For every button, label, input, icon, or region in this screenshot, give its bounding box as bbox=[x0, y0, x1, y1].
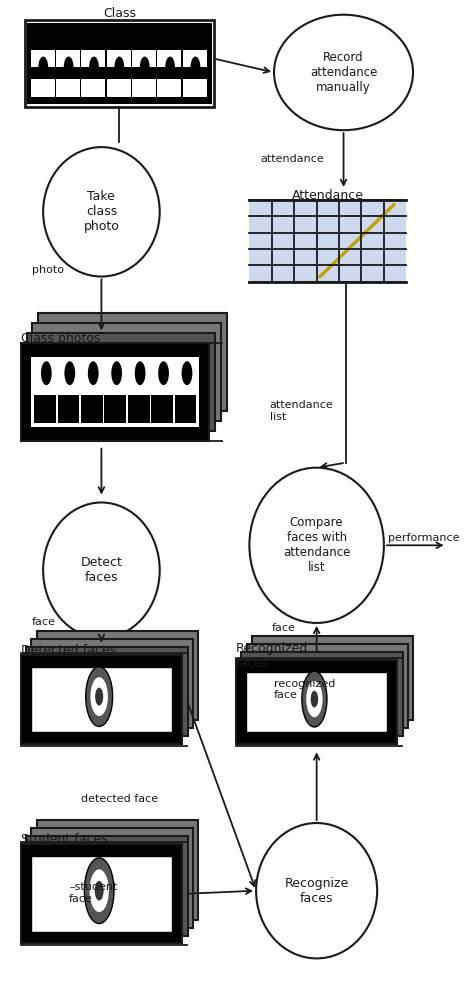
FancyBboxPatch shape bbox=[157, 79, 182, 97]
Circle shape bbox=[191, 27, 201, 49]
Circle shape bbox=[165, 27, 175, 49]
Text: Class photos: Class photos bbox=[21, 331, 100, 344]
Circle shape bbox=[114, 27, 124, 49]
Text: face: face bbox=[32, 617, 56, 627]
FancyBboxPatch shape bbox=[31, 667, 172, 733]
Ellipse shape bbox=[249, 467, 384, 623]
FancyBboxPatch shape bbox=[249, 200, 406, 281]
Circle shape bbox=[182, 361, 192, 385]
Ellipse shape bbox=[256, 823, 377, 958]
FancyBboxPatch shape bbox=[26, 647, 188, 737]
Text: Compare
faces with
attendance
list: Compare faces with attendance list bbox=[283, 517, 350, 575]
FancyBboxPatch shape bbox=[37, 820, 198, 920]
FancyBboxPatch shape bbox=[31, 828, 193, 928]
FancyBboxPatch shape bbox=[252, 636, 413, 721]
Circle shape bbox=[41, 361, 52, 385]
FancyBboxPatch shape bbox=[132, 50, 156, 67]
Circle shape bbox=[88, 361, 99, 385]
Text: Record
attendance
manually: Record attendance manually bbox=[310, 51, 377, 94]
FancyBboxPatch shape bbox=[31, 50, 55, 67]
Circle shape bbox=[158, 361, 169, 385]
Circle shape bbox=[140, 56, 150, 78]
Circle shape bbox=[91, 678, 108, 716]
Text: Take
class
photo: Take class photo bbox=[83, 190, 119, 233]
Circle shape bbox=[90, 869, 109, 912]
FancyBboxPatch shape bbox=[81, 395, 103, 422]
FancyBboxPatch shape bbox=[21, 655, 182, 745]
FancyBboxPatch shape bbox=[246, 672, 387, 733]
Circle shape bbox=[306, 681, 323, 717]
Circle shape bbox=[64, 27, 73, 49]
FancyBboxPatch shape bbox=[107, 79, 131, 97]
FancyBboxPatch shape bbox=[151, 395, 173, 422]
Circle shape bbox=[38, 56, 48, 78]
Text: recognized
face: recognized face bbox=[274, 679, 336, 701]
Text: attendance: attendance bbox=[261, 154, 324, 164]
FancyBboxPatch shape bbox=[175, 395, 197, 422]
FancyBboxPatch shape bbox=[27, 333, 215, 430]
FancyBboxPatch shape bbox=[82, 79, 105, 97]
Circle shape bbox=[89, 27, 99, 49]
Text: performance: performance bbox=[388, 534, 460, 544]
Text: Attendance: Attendance bbox=[292, 189, 364, 202]
Ellipse shape bbox=[274, 15, 413, 130]
Text: face: face bbox=[272, 623, 296, 633]
FancyBboxPatch shape bbox=[132, 79, 156, 97]
Text: detected face: detected face bbox=[81, 794, 158, 804]
FancyBboxPatch shape bbox=[21, 844, 182, 944]
Text: Detected faces: Detected faces bbox=[21, 645, 116, 658]
Circle shape bbox=[302, 672, 327, 727]
FancyBboxPatch shape bbox=[34, 395, 56, 422]
Circle shape bbox=[95, 881, 104, 901]
Text: Recognized
faces: Recognized faces bbox=[236, 642, 308, 670]
Circle shape bbox=[135, 361, 146, 385]
FancyBboxPatch shape bbox=[32, 323, 221, 420]
FancyBboxPatch shape bbox=[183, 50, 207, 67]
FancyBboxPatch shape bbox=[38, 313, 227, 410]
FancyBboxPatch shape bbox=[157, 50, 182, 67]
FancyBboxPatch shape bbox=[31, 357, 199, 426]
Text: attendance
list: attendance list bbox=[270, 400, 333, 421]
Text: Detect
faces: Detect faces bbox=[81, 557, 122, 585]
FancyBboxPatch shape bbox=[241, 652, 403, 737]
FancyBboxPatch shape bbox=[56, 50, 80, 67]
FancyBboxPatch shape bbox=[183, 79, 207, 97]
FancyBboxPatch shape bbox=[236, 660, 397, 745]
Circle shape bbox=[310, 691, 318, 708]
FancyBboxPatch shape bbox=[58, 395, 79, 422]
FancyBboxPatch shape bbox=[82, 50, 105, 67]
FancyBboxPatch shape bbox=[31, 856, 172, 932]
FancyBboxPatch shape bbox=[37, 631, 198, 721]
FancyBboxPatch shape bbox=[27, 23, 212, 104]
Circle shape bbox=[86, 667, 113, 727]
Circle shape bbox=[64, 56, 73, 78]
Text: Recognize
faces: Recognize faces bbox=[284, 877, 349, 905]
Text: –student
face: –student face bbox=[69, 882, 118, 904]
FancyBboxPatch shape bbox=[107, 50, 131, 67]
FancyBboxPatch shape bbox=[25, 20, 213, 107]
Text: Class: Class bbox=[103, 7, 136, 20]
Circle shape bbox=[165, 56, 175, 78]
FancyBboxPatch shape bbox=[31, 79, 55, 97]
Circle shape bbox=[84, 858, 114, 924]
Circle shape bbox=[95, 688, 103, 706]
Ellipse shape bbox=[43, 503, 160, 638]
FancyBboxPatch shape bbox=[26, 836, 188, 936]
Circle shape bbox=[111, 361, 122, 385]
Circle shape bbox=[64, 361, 75, 385]
Ellipse shape bbox=[43, 147, 160, 276]
Circle shape bbox=[114, 56, 124, 78]
FancyBboxPatch shape bbox=[104, 395, 126, 422]
Text: photo: photo bbox=[32, 264, 64, 274]
Text: Student faces: Student faces bbox=[21, 834, 108, 847]
Circle shape bbox=[140, 27, 150, 49]
FancyBboxPatch shape bbox=[31, 639, 193, 729]
FancyBboxPatch shape bbox=[21, 343, 209, 440]
FancyBboxPatch shape bbox=[128, 395, 150, 422]
FancyBboxPatch shape bbox=[246, 644, 408, 729]
Circle shape bbox=[191, 56, 201, 78]
Circle shape bbox=[38, 27, 48, 49]
FancyBboxPatch shape bbox=[56, 79, 80, 97]
Circle shape bbox=[89, 56, 99, 78]
